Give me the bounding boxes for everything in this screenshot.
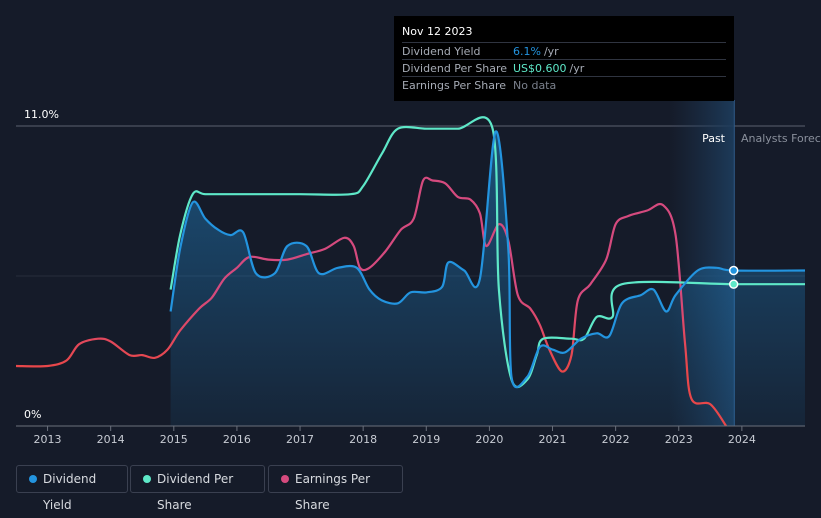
- legend-dot-icon: [29, 475, 37, 483]
- x-tick-label: 2020: [475, 433, 503, 446]
- dividend-yield-line: [169, 130, 805, 389]
- x-tick-label: 2022: [602, 433, 630, 446]
- x-tick-label: 2017: [286, 433, 314, 446]
- x-tick-label: 2014: [97, 433, 125, 446]
- tooltip-unit: /yr: [569, 62, 585, 75]
- series-markers: [728, 265, 739, 289]
- x-tick-label: 2021: [539, 433, 567, 446]
- series-lines: [16, 116, 805, 427]
- legend-dot-icon: [143, 475, 151, 483]
- tooltip-row-earnings-per-share: Earnings Per Share No data: [402, 76, 726, 93]
- past-region-label: Past: [702, 132, 726, 145]
- x-tick-label: 2018: [349, 433, 377, 446]
- forecast-region-label: Analysts Forecasts: [741, 132, 821, 145]
- tooltip-row-dividend-yield: Dividend Yield 6.1%/yr: [402, 42, 726, 59]
- hover-tooltip: Nov 12 2023 Dividend Yield 6.1%/yr Divid…: [394, 16, 734, 101]
- x-tick-label: 2016: [223, 433, 251, 446]
- legend-item-earnings-per-share[interactable]: Earnings Per Share: [268, 465, 403, 512]
- x-axis: 2013 2014 2015 2016 2017 2018 2019 2020 2021 2022…: [16, 425, 805, 446]
- tooltip-label: Dividend Yield: [402, 45, 481, 58]
- x-tick-label: 2023: [665, 433, 693, 446]
- tooltip-value: US$0.600: [513, 62, 567, 75]
- dividend-per-share-line: [169, 116, 805, 389]
- tooltip-label: Earnings Per Share: [402, 79, 507, 92]
- dividend-yield-area-fill: [170, 131, 805, 426]
- dividend-yield-area: [170, 131, 805, 426]
- dividend-yield-marker: [728, 265, 739, 276]
- x-tick-label: 2013: [34, 433, 62, 446]
- y-axis-bottom-label: 0%: [24, 408, 41, 421]
- tooltip-row-dividend-per-share: Dividend Per Share US$0.600/yr: [402, 59, 726, 76]
- x-tick-label: 2015: [160, 433, 188, 446]
- legend-item-dividend-yield[interactable]: Dividend Yield: [16, 465, 128, 512]
- tooltip-value: 6.1%: [513, 45, 541, 58]
- tooltip-label: Dividend Per Share: [402, 62, 508, 75]
- x-tick-label: 2024: [728, 433, 756, 446]
- tooltip-date: Nov 12 2023: [402, 25, 473, 38]
- legend-dot-icon: [281, 475, 289, 483]
- earnings-per-share-line: [16, 176, 728, 427]
- x-tick-label: 2019: [412, 433, 440, 446]
- tooltip-unit: /yr: [543, 45, 559, 58]
- y-axis-top-label: 11.0%: [24, 108, 59, 121]
- legend-item-dividend-per-share[interactable]: Dividend Per Share: [130, 465, 265, 512]
- dividend-per-share-marker: [728, 279, 739, 289]
- tooltip-value: No data: [513, 79, 557, 92]
